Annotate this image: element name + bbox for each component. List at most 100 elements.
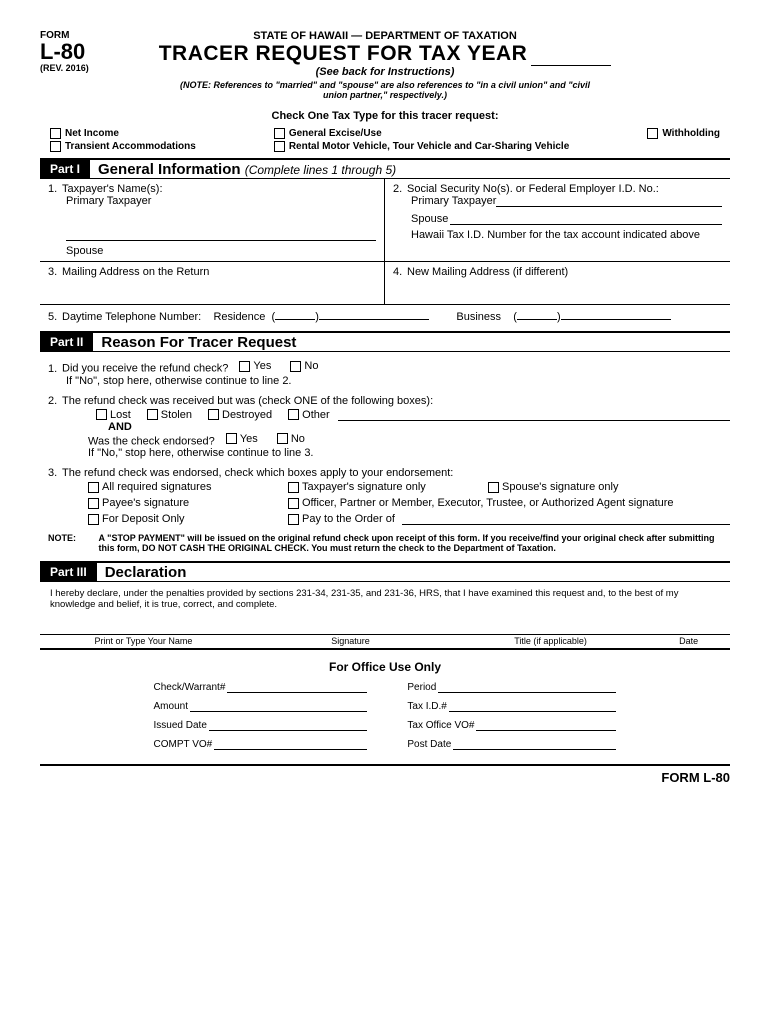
checkbox-refund-no[interactable] bbox=[290, 361, 301, 372]
checkbox-lost[interactable] bbox=[96, 409, 107, 420]
part1-note: (Complete lines 1 through 5) bbox=[245, 163, 396, 177]
label-yes: Yes bbox=[253, 360, 271, 372]
checkbox-withholding[interactable] bbox=[647, 128, 658, 139]
label-eyes: Yes bbox=[240, 433, 258, 445]
check-warrant-input[interactable] bbox=[227, 692, 367, 693]
bus-phone-input[interactable] bbox=[561, 319, 671, 320]
header-note: (NOTE: References to "married" and "spou… bbox=[180, 80, 590, 100]
label-deposit: For Deposit Only bbox=[102, 513, 185, 525]
checkbox-transient[interactable] bbox=[50, 141, 61, 152]
label-taxpayer-sig: Taxpayer's signature only bbox=[302, 481, 426, 493]
note-prefix: NOTE: bbox=[48, 533, 96, 543]
label-general-excise: General Excise/Use bbox=[289, 128, 382, 139]
checkbox-other[interactable] bbox=[288, 409, 299, 420]
q5-res-label: Residence bbox=[213, 311, 265, 323]
check-instruction: Check One Tax Type for this tracer reque… bbox=[40, 110, 730, 122]
part2-q2: 2.The refund check was received but was … bbox=[48, 395, 730, 460]
checkbox-officer-sig[interactable] bbox=[288, 498, 299, 509]
office-grid: Check/Warrant# Amount Issued Date COMPT … bbox=[40, 682, 730, 750]
form-title: TRACER REQUEST FOR TAX YEAR bbox=[159, 42, 528, 65]
label-destroyed: Destroyed bbox=[222, 409, 272, 421]
label-all-sigs: All required signatures bbox=[102, 481, 211, 493]
ssn-primary-input[interactable] bbox=[496, 195, 722, 207]
p2q2-label: The refund check was received but was (c… bbox=[62, 395, 433, 407]
q4-label: New Mailing Address (if different) bbox=[407, 266, 568, 278]
checkbox-all-sigs[interactable] bbox=[88, 482, 99, 493]
label-lost: Lost bbox=[110, 409, 131, 421]
checkbox-net-income[interactable] bbox=[50, 128, 61, 139]
checkbox-refund-yes[interactable] bbox=[239, 361, 250, 372]
q1-label: Taxpayer's Name(s): bbox=[62, 183, 163, 195]
part1-badge: Part I bbox=[40, 160, 90, 178]
checkbox-taxpayer-sig[interactable] bbox=[288, 482, 299, 493]
res-area-input[interactable] bbox=[275, 319, 315, 320]
taxoffice-input[interactable] bbox=[476, 730, 616, 731]
part1-title: General Information bbox=[98, 161, 241, 178]
q2-hawaii-label: Hawaii Tax I.D. Number for the tax accou… bbox=[411, 229, 722, 241]
part2-badge: Part II bbox=[40, 333, 93, 351]
checkbox-rental[interactable] bbox=[274, 141, 285, 152]
p2q1-note: If "No", stop here, otherwise continue t… bbox=[66, 375, 730, 387]
stop-payment-note: NOTE: A "STOP PAYMENT" will be issued on… bbox=[40, 529, 730, 559]
check-warrant-label: Check/Warrant# bbox=[154, 682, 226, 693]
issued-input[interactable] bbox=[209, 730, 368, 731]
compt-input[interactable] bbox=[214, 749, 367, 750]
amount-label: Amount bbox=[154, 701, 188, 712]
issued-label: Issued Date bbox=[154, 720, 207, 731]
checkbox-endorsed-yes[interactable] bbox=[226, 433, 237, 444]
checkbox-deposit[interactable] bbox=[88, 514, 99, 525]
q5-label: Daytime Telephone Number: bbox=[62, 311, 201, 323]
part1-row3: 5.Daytime Telephone Number: Residence ()… bbox=[40, 305, 730, 329]
other-input[interactable] bbox=[338, 420, 730, 421]
label-officer-sig: Officer, Partner or Member, Executor, Tr… bbox=[302, 497, 674, 509]
postdate-input[interactable] bbox=[453, 749, 616, 750]
signature-row: Print or Type Your Name Signature Title … bbox=[40, 634, 730, 646]
checkbox-payorder[interactable] bbox=[288, 514, 299, 525]
year-blank[interactable] bbox=[531, 65, 611, 66]
amount-input[interactable] bbox=[190, 711, 367, 712]
sig-sig-label: Signature bbox=[247, 635, 454, 646]
label-other: Other bbox=[302, 409, 330, 421]
period-input[interactable] bbox=[438, 692, 616, 693]
bus-area-input[interactable] bbox=[517, 319, 557, 320]
checkbox-stolen[interactable] bbox=[147, 409, 158, 420]
q3-label: Mailing Address on the Return bbox=[62, 266, 209, 278]
sig-date-label: Date bbox=[647, 635, 730, 646]
declaration-text: I hereby declare, under the penalties pr… bbox=[40, 582, 730, 616]
footer: FORM L-80 bbox=[40, 764, 730, 785]
checkbox-payee-sig[interactable] bbox=[88, 498, 99, 509]
res-phone-input[interactable] bbox=[319, 319, 429, 320]
checkbox-general-excise[interactable] bbox=[274, 128, 285, 139]
q2-spouse-label: Spouse bbox=[411, 213, 448, 225]
sig-name-label: Print or Type Your Name bbox=[40, 635, 247, 646]
checkbox-spouse-sig[interactable] bbox=[488, 482, 499, 493]
form-header: FORM L-80 (REV. 2016) STATE OF HAWAII — … bbox=[40, 30, 730, 108]
form-number: L-80 bbox=[40, 41, 120, 63]
label-rental: Rental Motor Vehicle, Tour Vehicle and C… bbox=[289, 141, 569, 152]
note-body: A "STOP PAYMENT" will be issued on the o… bbox=[99, 533, 721, 553]
payorder-input[interactable] bbox=[402, 524, 730, 525]
tax-type-options: Net Income Transient Accommodations Gene… bbox=[40, 128, 730, 156]
q2-primary-label: Primary Taxpayer bbox=[411, 195, 496, 207]
p2q2-note: If "No," stop here, otherwise continue t… bbox=[88, 447, 730, 459]
part2-header: Part II Reason For Tracer Request bbox=[40, 333, 730, 351]
part1-row2: 3.Mailing Address on the Return 4.New Ma… bbox=[40, 262, 730, 304]
ssn-spouse-input[interactable] bbox=[450, 213, 722, 225]
label-no: No bbox=[304, 360, 318, 372]
postdate-label: Post Date bbox=[407, 739, 451, 750]
form-revision: (REV. 2016) bbox=[40, 63, 120, 73]
label-net-income: Net Income bbox=[65, 128, 119, 139]
taxoffice-label: Tax Office VO# bbox=[407, 720, 474, 731]
p2q3-label: The refund check was endorsed, check whi… bbox=[62, 467, 453, 479]
office-title: For Office Use Only bbox=[40, 660, 730, 674]
p2q1-label: Did you receive the refund check? bbox=[62, 363, 228, 375]
label-payee-sig: Payee's signature bbox=[102, 497, 189, 509]
part1-header: Part I General Information (Complete lin… bbox=[40, 160, 730, 178]
taxid-input[interactable] bbox=[449, 711, 617, 712]
checkbox-endorsed-no[interactable] bbox=[277, 433, 288, 444]
checkbox-destroyed[interactable] bbox=[208, 409, 219, 420]
sig-title-label: Title (if applicable) bbox=[454, 635, 647, 646]
part3-header: Part III Declaration bbox=[40, 563, 730, 581]
label-payorder: Pay to the Order of bbox=[302, 513, 395, 525]
primary-name-input[interactable] bbox=[66, 227, 376, 241]
